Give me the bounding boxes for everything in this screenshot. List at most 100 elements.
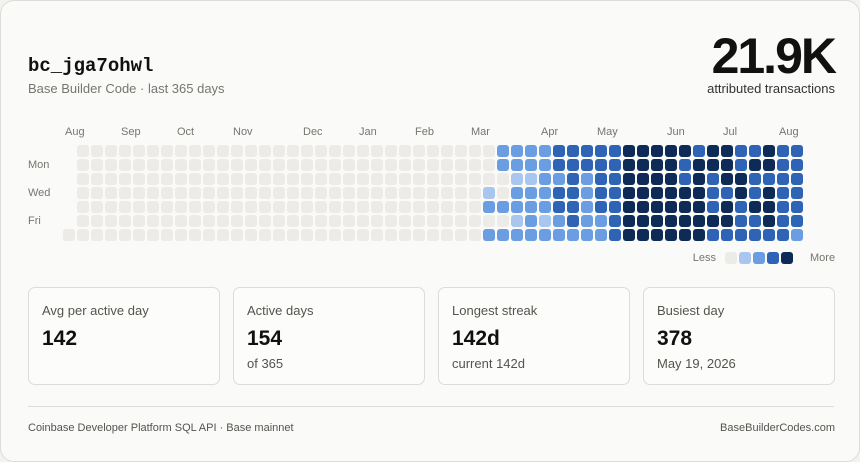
day-cell (259, 173, 271, 185)
day-cell (441, 145, 453, 157)
day-cell (511, 215, 523, 227)
day-cell (525, 159, 537, 171)
day-cell (693, 201, 705, 213)
day-cell (623, 159, 635, 171)
day-cell (553, 145, 565, 157)
day-cell (217, 215, 229, 227)
day-cell (273, 159, 285, 171)
day-cell (119, 145, 131, 157)
day-cell (735, 187, 747, 199)
month-label: Aug (779, 126, 799, 138)
day-cell (133, 201, 145, 213)
day-cell (343, 229, 355, 241)
day-cell (413, 229, 425, 241)
total-value: 21.9K (711, 28, 837, 84)
day-cell (427, 145, 439, 157)
day-cell (119, 159, 131, 171)
day-cell (511, 187, 523, 199)
day-cell (567, 201, 579, 213)
day-cell (287, 229, 299, 241)
day-cell (581, 201, 593, 213)
day-cell (217, 145, 229, 157)
day-cell (469, 229, 481, 241)
day-cell (217, 229, 229, 241)
day-cell (231, 201, 243, 213)
day-cell (301, 215, 313, 227)
day-cell (749, 159, 761, 171)
stat-sub: May 19, 2026 (657, 356, 736, 371)
day-cell (469, 201, 481, 213)
day-cell (343, 201, 355, 213)
day-cell (273, 215, 285, 227)
day-cell (651, 215, 663, 227)
day-cell (231, 173, 243, 185)
day-cell (175, 145, 187, 157)
day-cell (77, 187, 89, 199)
day-cell (581, 229, 593, 241)
day-cell (665, 215, 677, 227)
day-cell (147, 201, 159, 213)
day-cell (91, 187, 103, 199)
day-cell (525, 173, 537, 185)
day-cell (721, 229, 733, 241)
day-cell (483, 201, 495, 213)
day-cell (315, 229, 327, 241)
day-cell (133, 215, 145, 227)
day-cell (203, 229, 215, 241)
day-cell (357, 215, 369, 227)
day-cell (637, 201, 649, 213)
day-cell (357, 229, 369, 241)
day-cell (175, 159, 187, 171)
day-cell (763, 145, 775, 157)
day-cell (455, 201, 467, 213)
day-cell (217, 187, 229, 199)
day-cell (329, 201, 341, 213)
day-cell (595, 159, 607, 171)
day-cell (525, 145, 537, 157)
day-cell (245, 159, 257, 171)
day-cell (161, 187, 173, 199)
day-cell (749, 201, 761, 213)
day-cell (595, 187, 607, 199)
day-cell (189, 159, 201, 171)
day-cell (385, 145, 397, 157)
day-cell (91, 145, 103, 157)
day-cell (637, 215, 649, 227)
day-cell (735, 159, 747, 171)
day-cell (609, 201, 621, 213)
month-label: Mar (471, 126, 490, 138)
day-cell (791, 215, 803, 227)
builder-code: bc_jga7ohwl (28, 55, 154, 77)
day-cell (581, 187, 593, 199)
day-cell (469, 173, 481, 185)
day-cell (245, 145, 257, 157)
day-cell (77, 159, 89, 171)
day-cell (203, 215, 215, 227)
day-cell (147, 145, 159, 157)
day-cell (497, 201, 509, 213)
day-cell (161, 229, 173, 241)
day-cell (623, 229, 635, 241)
day-cell (483, 173, 495, 185)
day-cell (105, 187, 117, 199)
day-cell (105, 201, 117, 213)
day-cell (609, 215, 621, 227)
day-cell (679, 145, 691, 157)
day-cell (231, 187, 243, 199)
day-cell (567, 145, 579, 157)
day-cell (399, 145, 411, 157)
footer-site: BaseBuilderCodes.com (720, 422, 835, 434)
day-cell (133, 187, 145, 199)
day-cell (609, 187, 621, 199)
legend-swatch (725, 252, 737, 264)
month-label: Jun (667, 126, 685, 138)
month-label: May (597, 126, 618, 138)
day-cell (413, 215, 425, 227)
day-cell (217, 159, 229, 171)
month-label: Aug (65, 126, 85, 138)
day-cell (763, 187, 775, 199)
day-cell (119, 201, 131, 213)
day-cell (539, 201, 551, 213)
legend-less: Less (693, 252, 717, 264)
day-cell (259, 145, 271, 157)
